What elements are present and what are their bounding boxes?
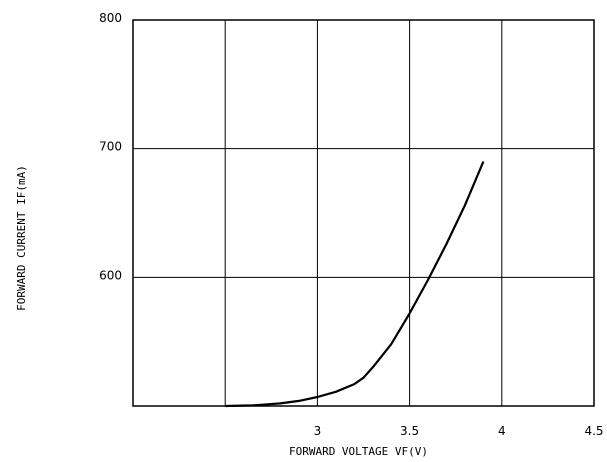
- y-tick-label: 700: [99, 140, 122, 154]
- series-line-0: [225, 161, 485, 408]
- x-tick-labels: 3 3.5 4 4.5: [314, 424, 604, 438]
- x-axis-title: FORWARD VOLTAGE VF(V): [289, 445, 428, 458]
- y-axis-title: FORWARD CURRENT IF(mA): [15, 165, 28, 311]
- x-tick-label: 3: [314, 424, 322, 438]
- y-tick-labels: 600 700 800: [99, 11, 122, 282]
- grid: [132, 19, 595, 407]
- y-tick-label: 800: [99, 11, 122, 25]
- plot-frame: [132, 19, 595, 407]
- series-layer: [225, 161, 485, 408]
- x-tick-label: 4.5: [584, 424, 603, 438]
- x-tick-label: 3.5: [400, 424, 419, 438]
- y-tick-label: 600: [99, 268, 122, 282]
- x-tick-label: 4: [498, 424, 506, 438]
